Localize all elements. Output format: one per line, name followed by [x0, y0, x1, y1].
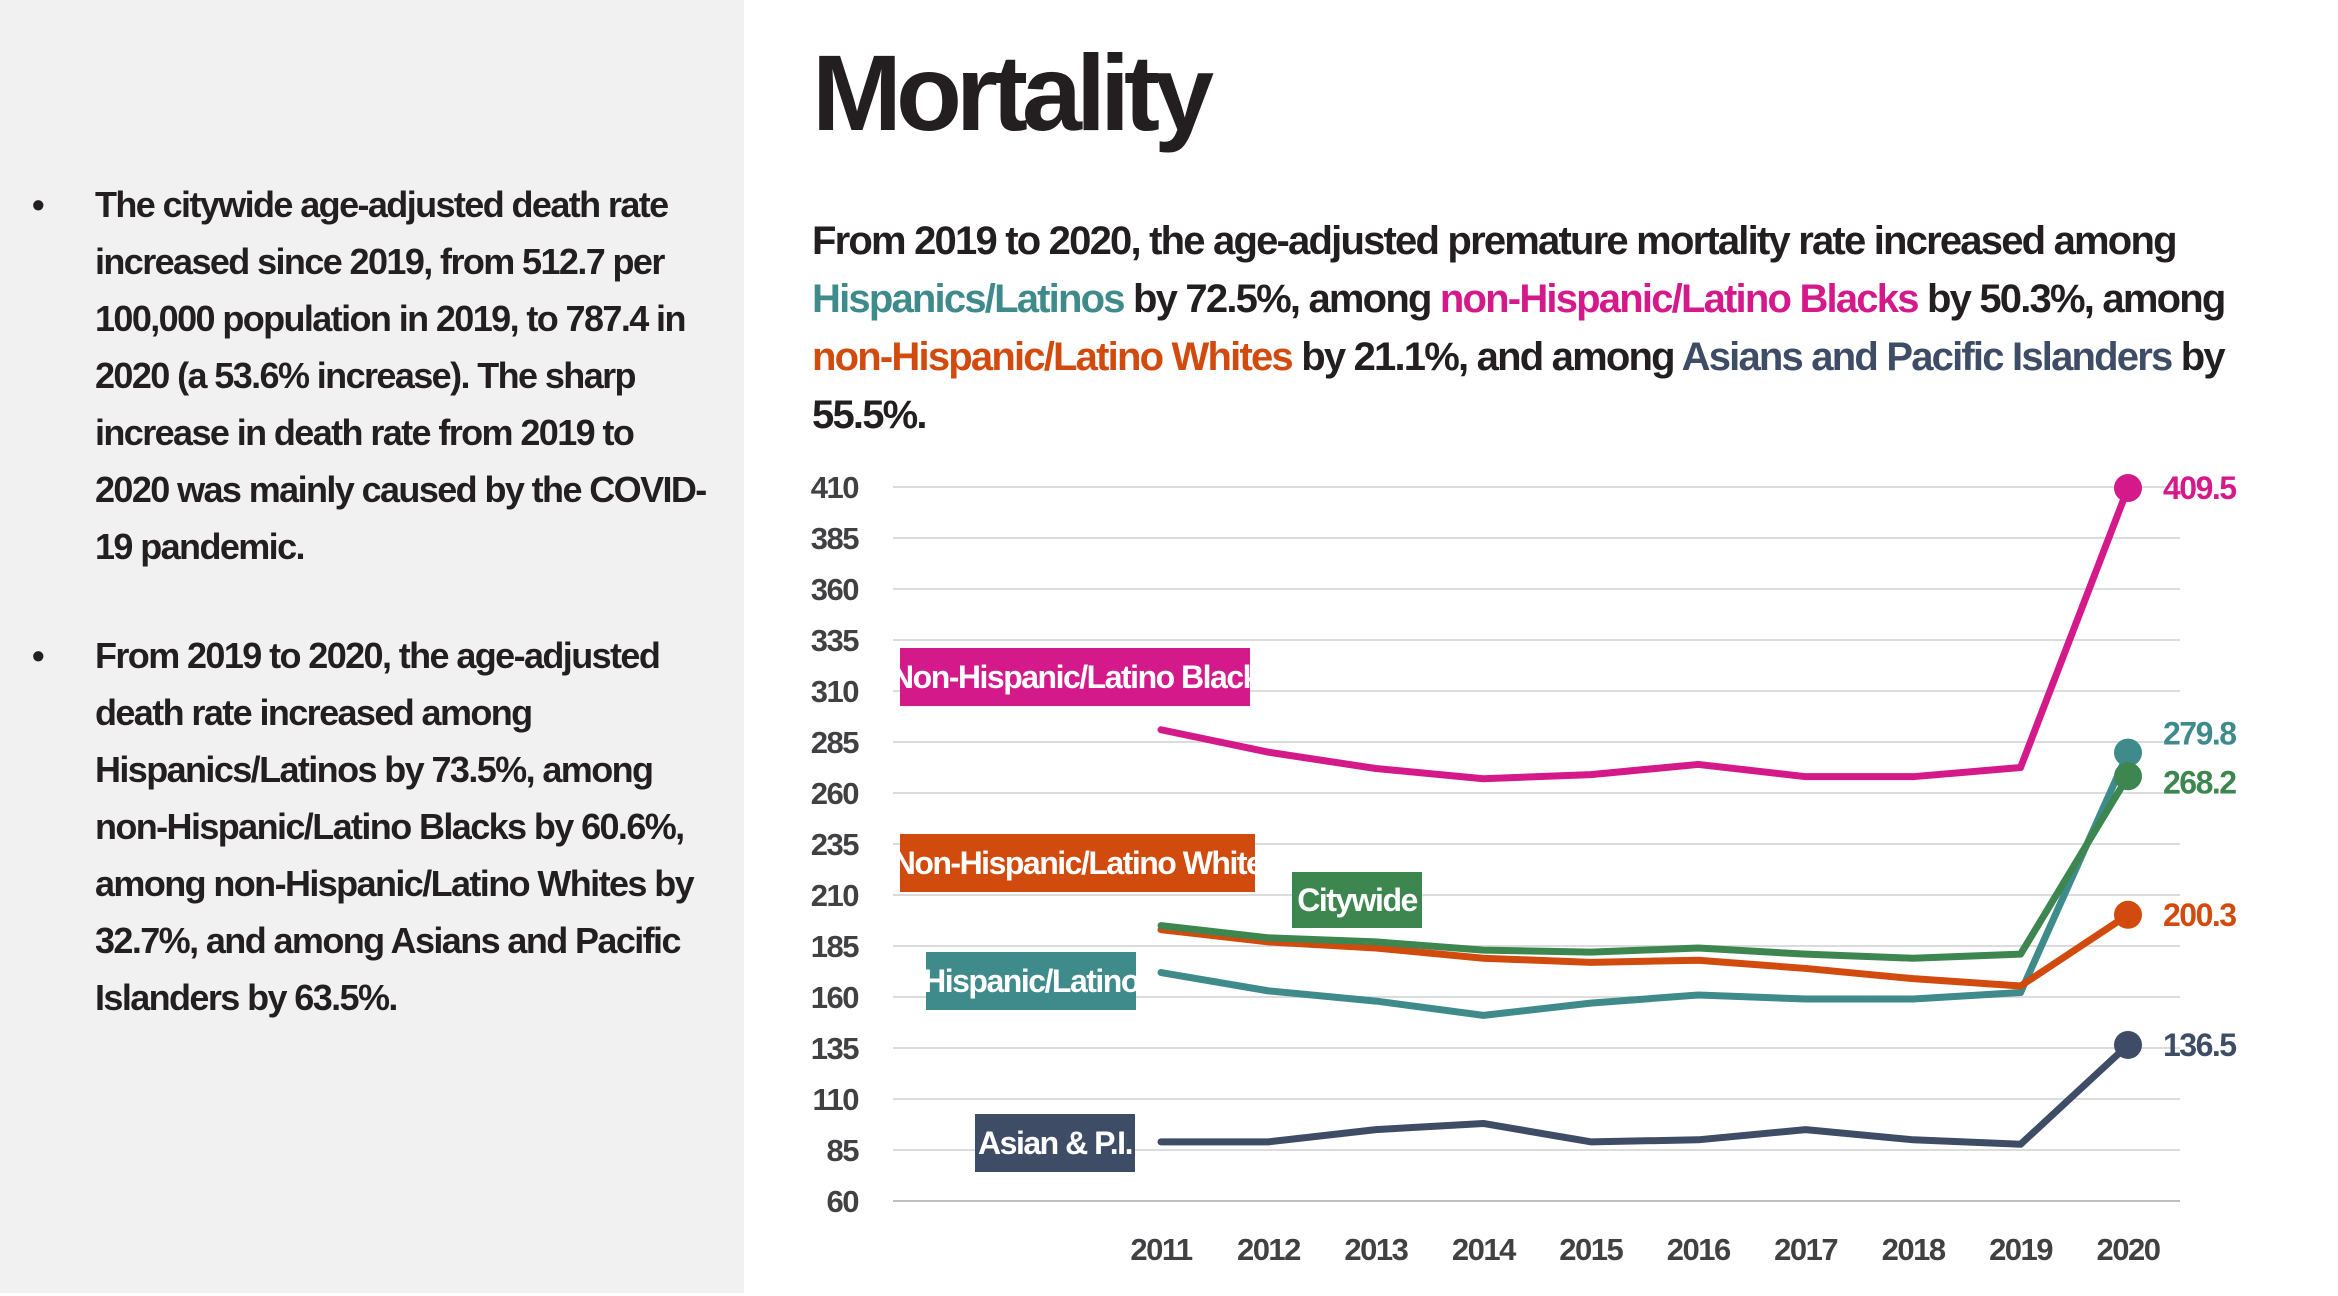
y-tick-label: 360: [811, 572, 858, 607]
bullet-text: From 2019 to 2020, the age-adjusted deat…: [95, 635, 695, 1018]
y-tick-label: 285: [811, 725, 859, 760]
x-tick-label: 2014: [1452, 1232, 1517, 1267]
chart-subtitle: From 2019 to 2020, the age-adjusted prem…: [812, 212, 2242, 444]
series-line-hispanic: [1157, 749, 2132, 1019]
x-tick-label: 2011: [1130, 1232, 1193, 1267]
subtitle-highlight-white: non-Hispanic/Latino Whites: [812, 335, 1294, 379]
y-tick-label: 385: [811, 521, 859, 556]
series-line-asian: [1157, 1041, 2132, 1148]
end-value-label-hispanic: 279.8: [2163, 716, 2236, 752]
end-point-citywide: [2114, 762, 2142, 791]
y-tick-label: 85: [827, 1133, 860, 1168]
x-tick-label: 2012: [1237, 1232, 1300, 1267]
x-tick-label: 2018: [1882, 1232, 1946, 1267]
series-line-black: [1157, 484, 2132, 783]
series-label-hispanic: Hispanic/Latino: [923, 963, 1140, 999]
series-label-box-black: [900, 648, 1250, 706]
series-label-box-white: [900, 834, 1255, 892]
subtitle-text: by 72.5%, among: [1123, 277, 1440, 321]
end-value-label-black: 409.5: [2163, 470, 2236, 506]
y-tick-label: 60: [827, 1184, 859, 1219]
end-point-white: [2114, 900, 2142, 929]
series-label-box-citywide: [1292, 872, 1422, 928]
end-point-black: [2114, 474, 2142, 503]
subtitle-text: by 55.5%.: [812, 335, 2226, 437]
end-point-hispanic: [2114, 738, 2142, 767]
series-label-box-asian: [975, 1114, 1135, 1172]
series-line-white: [1157, 911, 2132, 990]
y-tick-label: 160: [811, 980, 858, 1015]
bullet-item: • From 2019 to 2020, the age-adjusted de…: [0, 627, 744, 1026]
y-tick-label: 235: [811, 827, 859, 862]
y-tick-label: 260: [811, 776, 858, 811]
y-tick-label: 310: [811, 674, 858, 709]
x-tick-label: 2013: [1344, 1232, 1408, 1267]
bullet-text: The citywide age-adjusted death rate inc…: [95, 184, 707, 567]
bullet-item: • The citywide age-adjusted death rate i…: [0, 176, 744, 575]
y-tick-label: 210: [811, 878, 858, 913]
end-value-label-asian: 136.5: [2163, 1027, 2236, 1063]
series-label-asian: Asian & P.I.: [978, 1125, 1132, 1161]
subtitle-highlight-hispanic: Hispanics/Latinos: [812, 277, 1126, 321]
y-tick-label: 185: [811, 929, 859, 964]
y-tick-label: 110: [812, 1082, 858, 1117]
sidebar-panel: • The citywide age-adjusted death rate i…: [0, 0, 744, 1293]
subtitle-text: by 50.3%, among: [1917, 277, 2226, 321]
series-label-white: Non-Hispanic/Latino White: [893, 845, 1263, 881]
bullet-dot-icon: •: [32, 184, 45, 225]
subtitle-text: From 2019 to 2020, the age-adjusted prem…: [812, 219, 2178, 263]
x-tick-label: 2016: [1667, 1232, 1731, 1267]
end-value-label-white: 200.3: [2163, 897, 2236, 933]
series-label-box-hispanic: [926, 952, 1136, 1010]
subtitle-highlight-asian: Asians and Pacific Islanders: [1681, 335, 2174, 379]
series-label-citywide: Citywide: [1297, 882, 1417, 918]
x-tick-label: 2015: [1559, 1232, 1623, 1267]
x-tick-label: 2017: [1774, 1232, 1837, 1267]
end-point-asian: [2114, 1030, 2142, 1059]
series-label-black: Non-Hispanic/Latino Black: [891, 659, 1261, 695]
page-title: Mortality: [812, 32, 1214, 153]
subtitle-highlight-black: non-Hispanic/Latino Blacks: [1439, 277, 1920, 321]
end-value-label-citywide: 268.2: [2163, 764, 2236, 800]
y-tick-label: 135: [811, 1031, 859, 1066]
x-tick-label: 2019: [1989, 1232, 2053, 1267]
y-tick-label: 410: [811, 470, 858, 505]
x-tick-label: 2020: [2097, 1232, 2160, 1267]
y-tick-label: 335: [811, 623, 859, 658]
subtitle-text: by 21.1%, and among: [1291, 335, 1682, 379]
series-line-citywide: [1157, 772, 2132, 962]
bullet-dot-icon: •: [32, 635, 45, 676]
bullet-list: • The citywide age-adjusted death rate i…: [0, 176, 744, 1026]
